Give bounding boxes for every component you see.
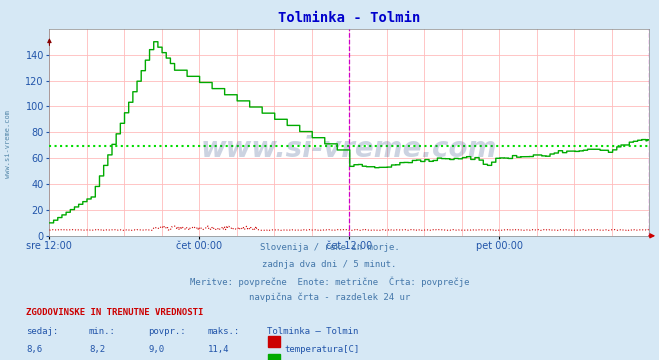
Text: temperatura[C]: temperatura[C]: [284, 345, 359, 354]
Text: povpr.:: povpr.:: [148, 327, 186, 336]
Text: 8,6: 8,6: [26, 345, 42, 354]
Text: ZGODOVINSKE IN TRENUTNE VREDNOSTI: ZGODOVINSKE IN TRENUTNE VREDNOSTI: [26, 308, 204, 317]
Text: 8,2: 8,2: [89, 345, 105, 354]
Text: maks.:: maks.:: [208, 327, 240, 336]
Title: Tolminka - Tolmin: Tolminka - Tolmin: [278, 11, 420, 25]
Text: sedaj:: sedaj:: [26, 327, 59, 336]
Text: min.:: min.:: [89, 327, 116, 336]
Text: www.si-vreme.com: www.si-vreme.com: [5, 110, 11, 178]
Text: www.si-vreme.com: www.si-vreme.com: [201, 135, 498, 163]
Text: Meritve: povprečne  Enote: metrične  Črta: povprečje: Meritve: povprečne Enote: metrične Črta:…: [190, 276, 469, 287]
Text: Tolminka – Tolmin: Tolminka – Tolmin: [267, 327, 358, 336]
Text: zadnja dva dni / 5 minut.: zadnja dva dni / 5 minut.: [262, 260, 397, 269]
Text: navpična črta - razdelek 24 ur: navpična črta - razdelek 24 ur: [249, 293, 410, 302]
Text: Slovenija / reke in morje.: Slovenija / reke in morje.: [260, 243, 399, 252]
Text: 9,0: 9,0: [148, 345, 164, 354]
Text: 11,4: 11,4: [208, 345, 229, 354]
